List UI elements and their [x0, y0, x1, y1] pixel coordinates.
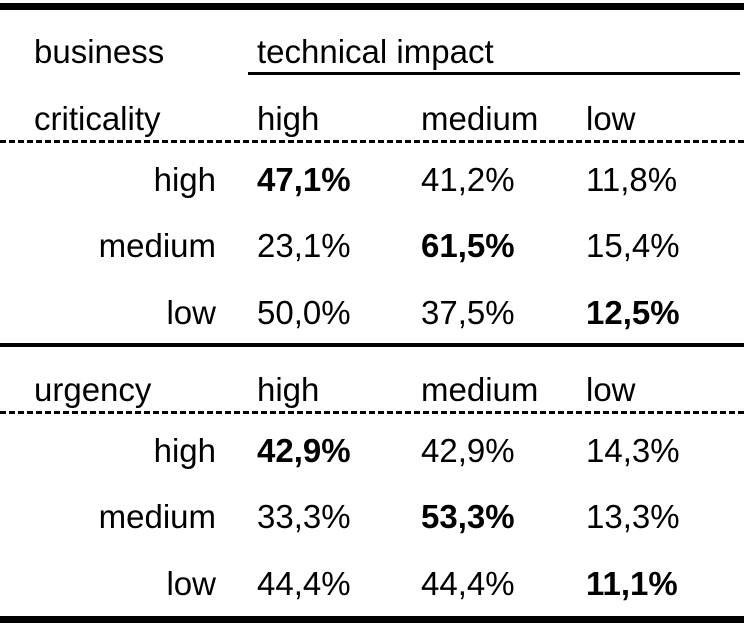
urgency-column-header-medium: medium [421, 371, 539, 408]
cell-urgency-high-low: 14,3% [586, 432, 680, 469]
cell-urgency-high-medium: 42,9% [421, 432, 515, 469]
cell-criticality-medium-medium: 61,5% [421, 227, 515, 264]
column-header-high: high [257, 100, 320, 137]
cell-urgency-low-high: 44,4% [257, 565, 351, 602]
row-label-criticality-medium: medium [98, 227, 216, 264]
column-header-low: low [586, 100, 636, 137]
row-header-business: business [34, 33, 165, 70]
row-label-urgency-high: high [153, 432, 216, 469]
cell-urgency-medium-low: 13,3% [586, 498, 680, 535]
group-header-underline [248, 72, 740, 75]
cell-urgency-medium-medium: 53,3% [421, 498, 515, 535]
group-header-technical-impact: technical impact [257, 33, 494, 70]
cell-criticality-low-low: 12,5% [586, 294, 680, 331]
row-label-criticality-low: low [166, 294, 216, 331]
table-top-rule [0, 3, 744, 10]
row-label-criticality-high: high [153, 161, 216, 198]
row-label-urgency-low: low [166, 565, 216, 602]
urgency-column-header-high: high [257, 371, 320, 408]
cell-urgency-low-low: 11,1% [586, 565, 678, 602]
row-header-criticality: criticality [34, 100, 161, 137]
table-bottom-rule [0, 616, 744, 623]
section-divider-rule [0, 343, 744, 347]
cell-criticality-high-medium: 41,2% [421, 161, 515, 198]
urgency-column-header-low: low [586, 371, 636, 408]
cell-criticality-low-medium: 37,5% [421, 294, 515, 331]
cell-urgency-low-medium: 44,4% [421, 565, 515, 602]
row-label-urgency-medium: medium [98, 498, 216, 535]
cell-criticality-medium-high: 23,1% [257, 227, 351, 264]
urgency-header-dashed-rule [0, 411, 744, 414]
cell-urgency-medium-high: 33,3% [257, 498, 351, 535]
column-header-medium: medium [421, 100, 539, 137]
cell-urgency-high-high: 42,9% [257, 432, 351, 469]
header-dashed-rule [0, 140, 744, 143]
cell-criticality-medium-low: 15,4% [586, 227, 680, 264]
cell-criticality-low-high: 50,0% [257, 294, 351, 331]
cell-criticality-high-low: 11,8% [586, 161, 678, 198]
cell-criticality-high-high: 47,1% [257, 161, 351, 198]
row-header-urgency: urgency [34, 371, 152, 408]
